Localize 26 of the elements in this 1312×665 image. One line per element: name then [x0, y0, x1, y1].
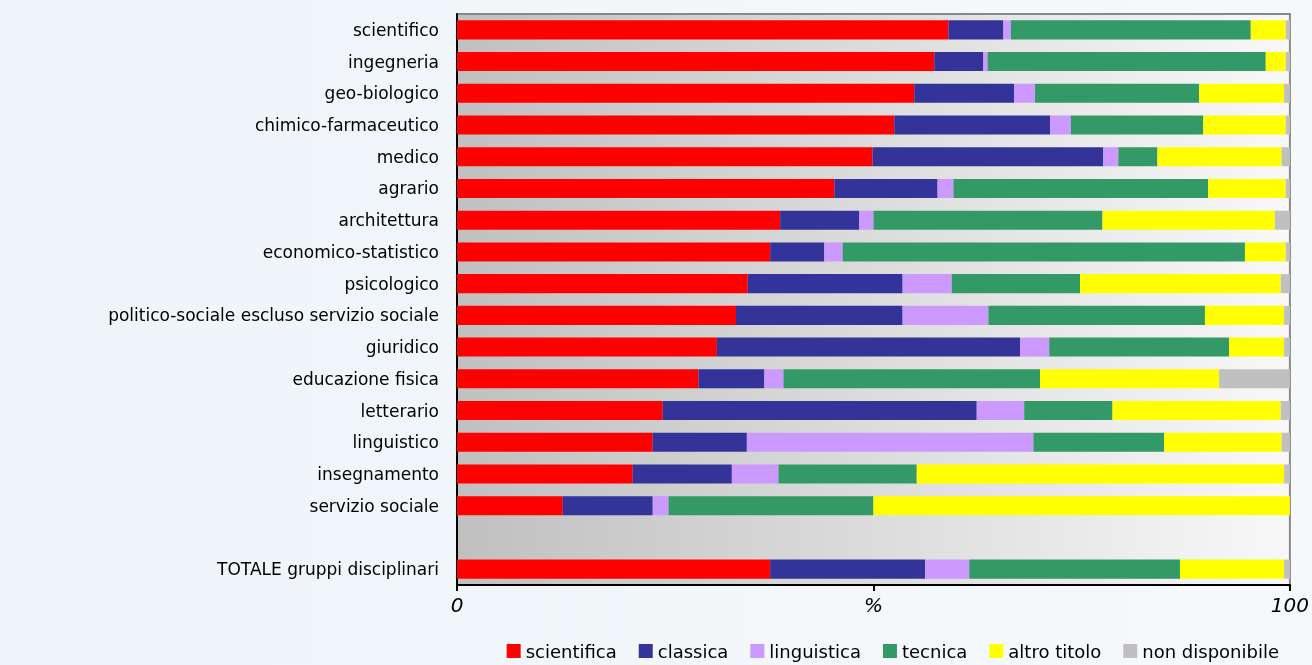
legend-label: altro titolo [1008, 640, 1102, 662]
x-tick-label: % [863, 593, 883, 617]
y-tick-label: scientifico [352, 19, 439, 40]
y-tick-label: ingegneria [348, 51, 439, 72]
y-tick-label: politico-sociale escluso servizio sociale [108, 305, 439, 326]
y-tick-label: letterario [360, 400, 439, 421]
y-tick-label: chimico-farmaceutico [254, 115, 439, 136]
legend-label: tecnica [901, 640, 968, 662]
y-tick-label: linguistico [352, 432, 439, 453]
y-tick-label: giuridico [365, 337, 439, 358]
y-tick-label: agrario [378, 178, 439, 199]
y-tick-label: economico-statistico [262, 241, 439, 262]
y-tick-label: medico [376, 146, 439, 167]
legend-label: scientifica [525, 640, 617, 662]
y-tick-label: psicologico [344, 273, 439, 294]
legend-label: linguistica [769, 640, 861, 662]
y-tick-label: architettura [338, 210, 439, 231]
y-tick-label: insegnamento [317, 463, 439, 484]
y-tick-label: TOTALE gruppi disciplinari [216, 559, 439, 580]
y-tick-label: servizio sociale [309, 495, 439, 516]
legend-label: non disponibile [1142, 640, 1280, 662]
x-tick-label: 100 [1270, 593, 1310, 617]
y-tick-label: geo-biologico [324, 83, 439, 104]
legend-label: classica [657, 640, 729, 662]
y-tick-label: educazione fisica [292, 368, 439, 389]
x-tick-label: 0 [450, 593, 464, 617]
